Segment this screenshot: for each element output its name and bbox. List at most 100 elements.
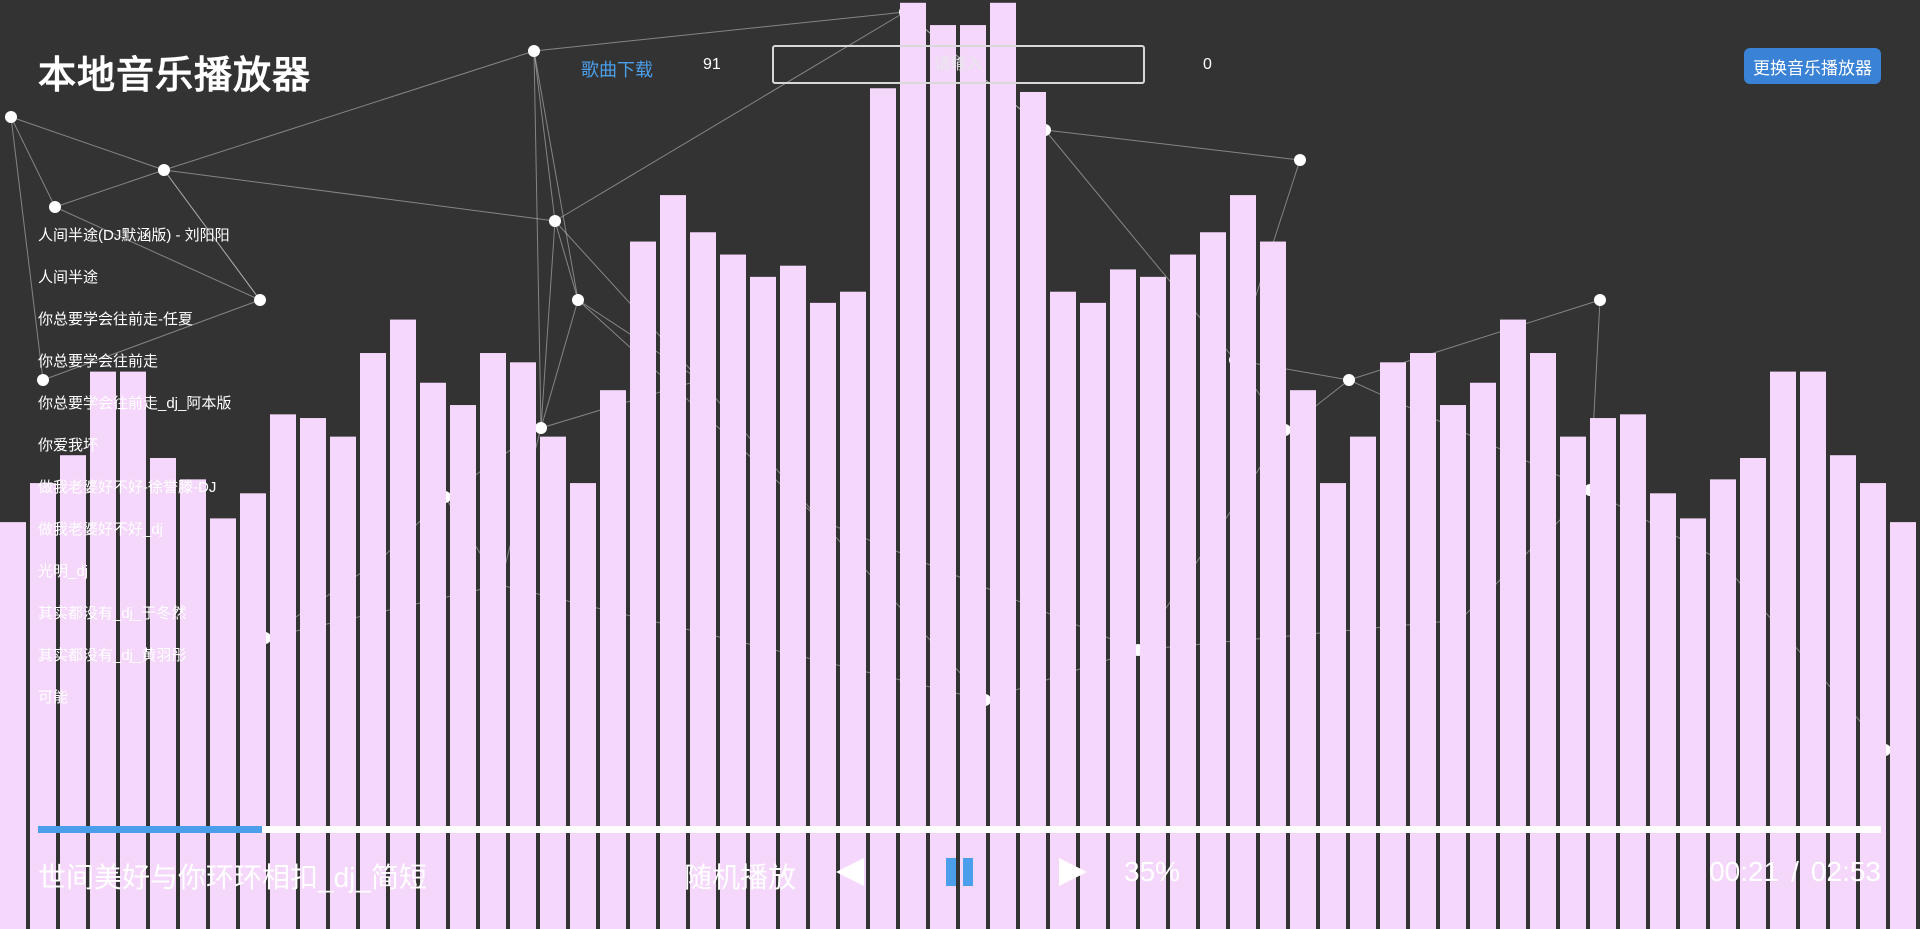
playlist-item[interactable]: 光明_dj	[38, 563, 89, 580]
spectrum-bar	[1020, 91, 1046, 929]
spectrum-bar	[690, 232, 716, 929]
playlist-item[interactable]: 你总要学会往前走-任夏	[38, 311, 193, 328]
spectrum-bar	[1110, 269, 1136, 929]
playlist-item[interactable]: 做我老婆好不好-徐誉滕-DJ	[38, 479, 217, 496]
network-node	[535, 422, 547, 434]
network-node	[49, 201, 61, 213]
spectrum-bar	[1770, 371, 1796, 929]
network-node	[37, 374, 49, 386]
spectrum-bar	[180, 479, 206, 929]
spectrum-bar	[960, 25, 986, 929]
playlist-item[interactable]: 人间半途	[38, 269, 99, 286]
spectrum-bar	[1830, 455, 1856, 929]
network-node	[158, 164, 170, 176]
switch-player-button[interactable]: 更换音乐播放器	[1744, 48, 1881, 84]
song-count-left: 91	[703, 56, 721, 73]
network-link	[533, 50, 556, 222]
spectrum-bar	[1890, 522, 1916, 929]
playlist-item[interactable]: 其实都没有_dj_于冬然	[38, 605, 187, 622]
spectrum-bar	[300, 418, 326, 929]
spectrum-bar	[1200, 232, 1226, 929]
network-node	[528, 45, 540, 57]
play-mode-toggle[interactable]: 随机播放	[684, 862, 797, 893]
network-link	[163, 169, 261, 301]
spectrum-bar	[900, 2, 926, 929]
spectrum-bar	[1740, 457, 1766, 929]
spectrum-bar	[30, 483, 56, 929]
app-title: 本地音乐播放器	[38, 55, 312, 97]
progress-fill	[38, 826, 262, 833]
playlist-item[interactable]: 你总要学会往前走	[38, 353, 159, 370]
network-link	[163, 169, 556, 222]
network-link	[10, 116, 44, 381]
playlist-item[interactable]: 做我老婆好不好_dj	[38, 521, 164, 538]
time-display: 00:21 / 02:53	[1700, 856, 1881, 888]
spectrum-bar	[0, 522, 26, 929]
now-playing-title: 世间美好与你环环相扣_dj_简短	[38, 862, 427, 893]
progress-bar[interactable]	[38, 826, 1881, 833]
spectrum-bar	[360, 353, 386, 929]
spectrum-bar	[420, 382, 446, 929]
search-result-count: 0	[1203, 56, 1212, 73]
network-link	[533, 50, 542, 429]
network-link	[10, 116, 56, 208]
spectrum-bar	[1080, 302, 1106, 929]
spectrum-bar	[390, 319, 416, 929]
spectrum-bar	[1560, 436, 1586, 929]
spectrum-bar	[630, 241, 656, 929]
network-node	[254, 294, 266, 306]
spectrum-bar	[330, 436, 356, 929]
search-input[interactable]	[772, 45, 1145, 84]
network-link	[54, 206, 261, 301]
playlist-item[interactable]: 你总要学会往前走_dj_阿本版	[38, 395, 232, 412]
spectrum-bar	[1290, 390, 1316, 929]
network-node	[549, 215, 561, 227]
spectrum-bar	[1440, 405, 1466, 929]
spectrum-bar	[750, 276, 776, 929]
playlist-item[interactable]: 你爱我坏	[38, 437, 99, 454]
time-separator: /	[1791, 856, 1799, 887]
spectrum-bar	[1620, 414, 1646, 929]
spectrum-bar	[1230, 195, 1256, 929]
network-link	[554, 220, 579, 301]
spectrum-bar	[60, 455, 86, 929]
spectrum-bar	[1260, 241, 1286, 929]
volume-level[interactable]: 35%	[1124, 856, 1181, 887]
pause-icon[interactable]	[944, 856, 976, 888]
network-node	[1343, 374, 1355, 386]
spectrum-bar	[270, 414, 296, 929]
spectrum-bar	[660, 195, 686, 929]
spectrum-bar	[600, 390, 626, 929]
network-node	[5, 111, 17, 123]
playlist-item[interactable]: 其实都没有_dj_黄羽彤	[38, 647, 187, 664]
spectrum-bar	[810, 302, 836, 929]
spectrum-bar	[1500, 319, 1526, 929]
previous-track-icon[interactable]	[832, 854, 868, 890]
spectrum-bar	[1710, 479, 1736, 929]
spectrum-bar	[1470, 382, 1496, 929]
spectrum-bar	[1590, 418, 1616, 929]
spectrum-bar	[210, 518, 236, 929]
next-track-icon[interactable]	[1055, 854, 1091, 890]
spectrum-bar	[1860, 483, 1886, 929]
spectrum-bar	[1320, 483, 1346, 929]
spectrum-bar	[1650, 493, 1676, 929]
spectrum-bar	[1410, 353, 1436, 929]
playlist-item[interactable]: 可能	[38, 689, 69, 706]
spectrum-bar	[1350, 436, 1376, 929]
network-link	[540, 299, 579, 429]
current-time: 00:21	[1709, 856, 1780, 887]
spectrum-bar	[540, 436, 566, 929]
network-node	[1594, 294, 1606, 306]
spectrum-bar	[120, 371, 146, 929]
spectrum-bar	[510, 362, 536, 929]
spectrum-bar	[840, 291, 866, 929]
network-link	[540, 220, 556, 429]
playlist-item[interactable]: 人间半途(DJ默涵版) - 刘阳阳	[38, 227, 230, 244]
network-link	[533, 11, 906, 52]
network-node	[1294, 154, 1306, 166]
song-download-link[interactable]: 歌曲下载	[581, 60, 653, 80]
spectrum-bar	[150, 457, 176, 929]
